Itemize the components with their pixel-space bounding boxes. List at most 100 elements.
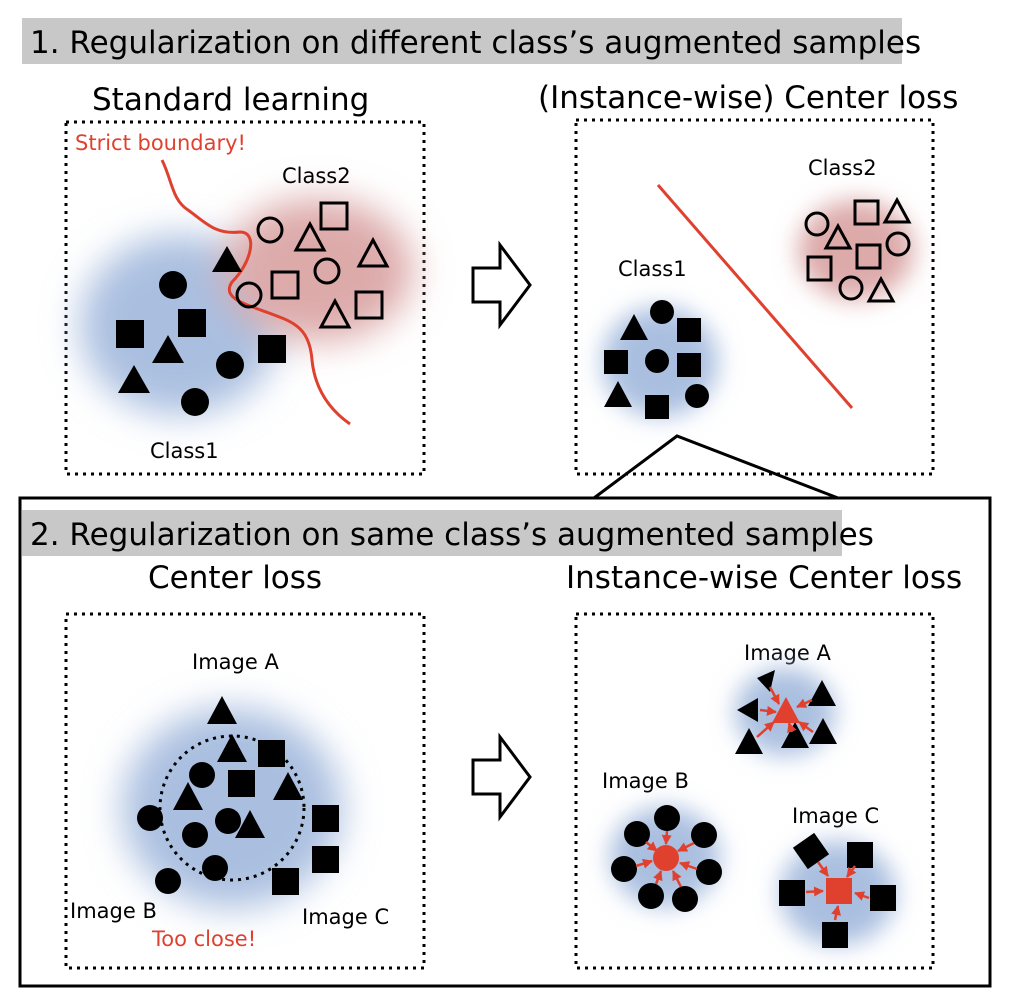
sample-triangle bbox=[620, 314, 648, 340]
image-a-label: Image A bbox=[192, 650, 279, 674]
panel-border bbox=[64, 612, 426, 970]
sample-circle bbox=[804, 211, 830, 237]
class2-label: Class2 bbox=[282, 164, 351, 188]
sample-triangle bbox=[882, 196, 912, 224]
sample-square bbox=[354, 290, 384, 320]
image-a-cluster bbox=[735, 668, 837, 756]
image-b-cluster bbox=[610, 805, 722, 912]
sample-triangle bbox=[217, 734, 247, 762]
section1-title-bar bbox=[22, 18, 902, 64]
image-b-label: Image B bbox=[70, 899, 157, 923]
image-a-samples bbox=[173, 696, 303, 838]
sample-circle bbox=[696, 859, 722, 885]
sample-circle bbox=[691, 822, 717, 848]
sample-square bbox=[853, 199, 880, 226]
image-c-label: Image C bbox=[302, 905, 389, 929]
sample-square bbox=[677, 318, 701, 342]
sample-circle bbox=[256, 216, 284, 244]
panel-border bbox=[574, 612, 935, 970]
sample-square bbox=[270, 270, 300, 300]
section1-right-heading: (Instance-wise) Center loss bbox=[538, 80, 958, 116]
sample-triangle bbox=[737, 698, 758, 722]
class2-compact-samples bbox=[804, 196, 912, 303]
sample-square bbox=[806, 255, 833, 282]
sample-triangle bbox=[118, 365, 150, 393]
sample-square bbox=[677, 353, 701, 377]
sample-circle bbox=[838, 275, 864, 301]
sample-circle bbox=[611, 856, 637, 882]
zoom-connector bbox=[593, 434, 839, 500]
sample-square bbox=[855, 243, 882, 270]
class1-label: Class1 bbox=[618, 257, 687, 281]
image-b-label: Image B bbox=[602, 769, 689, 793]
sample-triangle bbox=[808, 680, 836, 706]
sample-circle bbox=[189, 762, 215, 788]
pull-arrows bbox=[805, 861, 870, 921]
sample-circle bbox=[313, 257, 341, 285]
image-b-samples bbox=[137, 762, 241, 894]
sample-square bbox=[312, 805, 339, 832]
section2-frame bbox=[18, 496, 992, 988]
sample-circle bbox=[654, 805, 680, 831]
sample-triangle bbox=[273, 772, 303, 800]
sample-square bbox=[847, 842, 873, 868]
sample-circle bbox=[235, 281, 263, 309]
sample-circle bbox=[159, 271, 187, 299]
sample-square bbox=[258, 335, 286, 363]
sample-circle bbox=[137, 805, 163, 831]
class1-compact-samples bbox=[604, 300, 709, 419]
sample-triangle bbox=[866, 275, 896, 303]
sample-circle bbox=[638, 883, 664, 909]
image-a-label: Image A bbox=[744, 641, 831, 665]
sample-triangle bbox=[173, 782, 203, 810]
section2-right-heading: Instance-wise Center loss bbox=[566, 560, 962, 596]
sample-triangle bbox=[757, 670, 775, 692]
sample-circle bbox=[215, 808, 241, 834]
sample-triangle bbox=[152, 335, 184, 363]
sample-square bbox=[258, 740, 285, 767]
pull-arrows bbox=[756, 686, 814, 738]
section1-title: 1. Regularization on different class’s a… bbox=[30, 25, 921, 61]
sample-triangle bbox=[809, 718, 837, 744]
panel-border bbox=[64, 120, 426, 476]
sample-circle bbox=[650, 300, 674, 324]
sample-square bbox=[645, 395, 669, 419]
sample-square bbox=[822, 922, 848, 948]
transition-arrow-1 bbox=[471, 240, 532, 330]
sample-triangle bbox=[735, 728, 763, 754]
decision-boundary bbox=[656, 184, 854, 409]
sample-square bbox=[779, 880, 805, 906]
sample-circle bbox=[216, 351, 244, 379]
sample-square bbox=[116, 320, 144, 348]
sample-triangle bbox=[356, 236, 390, 268]
sample-triangle bbox=[207, 696, 237, 724]
sample-circle bbox=[181, 388, 209, 416]
sample-triangle bbox=[823, 222, 853, 250]
sample-square bbox=[178, 309, 206, 337]
sample-circle bbox=[645, 349, 669, 373]
pull-arrows bbox=[635, 830, 698, 888]
sample-circle bbox=[885, 231, 911, 257]
instance-center bbox=[826, 878, 852, 904]
sample-square bbox=[870, 885, 896, 911]
panel-border bbox=[574, 118, 935, 476]
sample-triangle bbox=[293, 220, 327, 252]
section2-left-heading: Center loss bbox=[148, 560, 322, 596]
instance-center bbox=[653, 845, 679, 871]
sample-square bbox=[272, 868, 299, 895]
class1-samples bbox=[116, 246, 286, 416]
sample-circle bbox=[182, 822, 208, 848]
sample-circle bbox=[624, 821, 650, 847]
sample-circle bbox=[202, 855, 228, 881]
sample-square bbox=[604, 350, 628, 374]
sample-triangle bbox=[212, 246, 242, 272]
instance-center bbox=[772, 697, 800, 723]
sample-triangle bbox=[604, 381, 632, 407]
sample-circle bbox=[672, 886, 698, 912]
sample-square bbox=[792, 832, 830, 870]
too-close-note: Too close! bbox=[151, 927, 256, 951]
image-c-samples bbox=[228, 740, 339, 895]
strict-boundary-note: Strict boundary! bbox=[75, 131, 246, 155]
